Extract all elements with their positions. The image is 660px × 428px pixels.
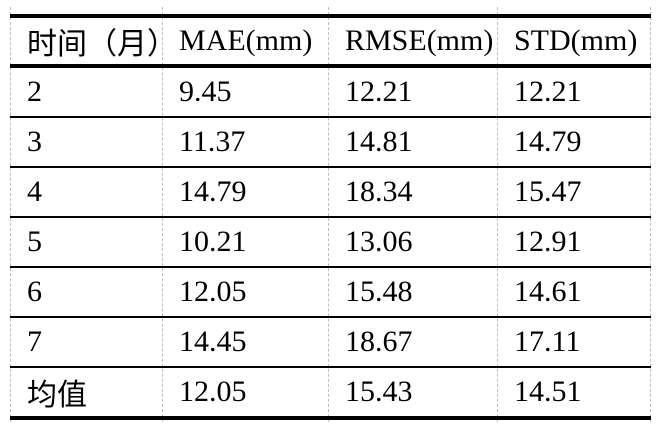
- cell-month: 7: [10, 317, 162, 368]
- cell-mae: 11.37: [162, 117, 328, 168]
- table-row: 7 14.45 18.67 17.11: [10, 317, 651, 368]
- cell-std: 12.91: [497, 217, 651, 268]
- cell-mae: 10.21: [162, 217, 328, 268]
- table-row: 5 10.21 13.06 12.91: [10, 217, 651, 268]
- cell-std: 12.21: [497, 66, 651, 118]
- table-row-mean: 均值 12.05 15.43 14.51: [10, 367, 651, 418]
- cell-mae: 9.45: [162, 66, 328, 118]
- table-row: 4 14.79 18.34 15.47: [10, 167, 651, 218]
- cell-rmse: 13.06: [328, 217, 497, 268]
- cell-month: 4: [10, 167, 162, 218]
- cell-rmse: 15.48: [328, 267, 497, 318]
- cell-std: 14.61: [497, 267, 651, 318]
- col-header-mae: MAE(mm): [162, 16, 328, 68]
- table-row: 3 11.37 14.81 14.79: [10, 117, 651, 168]
- cell-mae: 12.05: [162, 267, 328, 318]
- cell-mae: 14.79: [162, 167, 328, 218]
- col-header-std: STD(mm): [497, 16, 651, 68]
- cell-month: 2: [10, 66, 162, 118]
- cell-rmse: 14.81: [328, 117, 497, 168]
- cell-mae: 12.05: [179, 375, 247, 408]
- header-row: 时间（月） MAE(mm) RMSE(mm) STD(mm): [10, 16, 651, 68]
- cell-std: 14.51: [514, 375, 582, 408]
- cell-month: 均值: [27, 379, 87, 412]
- table-row: 2 9.45 12.21 12.21: [10, 66, 651, 118]
- table-row: 6 12.05 15.48 14.61: [10, 267, 651, 318]
- col-header-rmse: RMSE(mm): [328, 16, 497, 68]
- cell-rmse: 18.67: [328, 317, 497, 368]
- cell-rmse: 15.43: [345, 375, 413, 408]
- metrics-table: 时间（月） MAE(mm) RMSE(mm) STD(mm) 2 9.45 12…: [10, 14, 651, 420]
- cell-std: 14.79: [497, 117, 651, 168]
- cell-mae: 14.45: [162, 317, 328, 368]
- cell-month: 5: [10, 217, 162, 268]
- col-header-time: 时间（月）: [10, 16, 162, 68]
- cell-month: 6: [10, 267, 162, 318]
- cell-rmse: 18.34: [328, 167, 497, 218]
- cell-std: 15.47: [497, 167, 651, 218]
- cell-std: 17.11: [497, 317, 651, 368]
- cell-month: 3: [10, 117, 162, 168]
- cell-rmse: 12.21: [328, 66, 497, 118]
